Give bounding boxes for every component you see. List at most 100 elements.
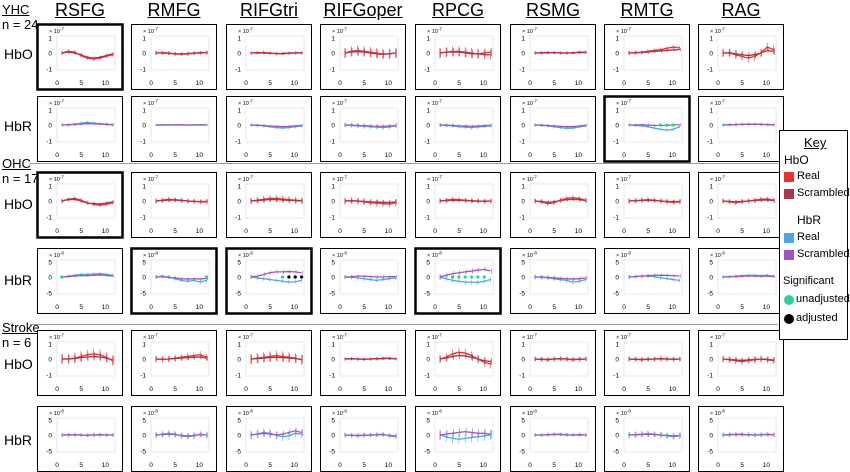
y-tick-label: 1	[142, 184, 146, 191]
x-tick-label: 5	[552, 228, 556, 235]
swatch-hbo-scrambled	[784, 189, 794, 199]
y-tick-label: 1	[521, 184, 525, 191]
y-tick-label: -1	[613, 139, 619, 146]
y-tick-label: 1	[615, 342, 619, 349]
y-tick-label: 0	[142, 275, 146, 282]
x-tick-label: 0	[149, 152, 153, 159]
x-tick-label: 0	[528, 228, 532, 235]
key-hbo-real-label: Real	[797, 170, 820, 182]
y-tick-label: -5	[46, 449, 52, 456]
y-tick-label: 0	[48, 433, 52, 440]
y-tick-label: 5	[237, 418, 241, 425]
y-tick-label: -5	[140, 449, 146, 456]
key-significant-heading: Significant	[783, 275, 834, 287]
x-tick-label: 5	[268, 462, 272, 469]
x-tick-label: 5	[173, 152, 177, 159]
x-tick-label: 0	[622, 462, 626, 469]
x-tick-label: 5	[646, 228, 650, 235]
y-tick-label: -1	[613, 215, 619, 222]
key-unadjusted-label: unadjusted	[796, 293, 850, 305]
x-tick-label: 0	[528, 462, 532, 469]
significance-marker-adjusted	[294, 275, 297, 278]
x-tick-label: 10	[575, 152, 583, 159]
key-hbr-heading: HbR	[797, 213, 821, 227]
x-tick-label: 0	[433, 304, 437, 311]
y-tick-label: 5	[521, 260, 525, 267]
y-tick-label: 0	[48, 123, 52, 130]
x-tick-label: 5	[457, 152, 461, 159]
y-tick-label: -5	[519, 449, 525, 456]
x-tick-label: 5	[173, 304, 177, 311]
y-tick-label: 1	[426, 36, 430, 43]
x-tick-label: 0	[622, 386, 626, 393]
x-tick-label: 10	[291, 152, 299, 159]
y-tick-label: 1	[521, 108, 525, 115]
x-tick-label: 0	[528, 80, 532, 87]
x-tick-label: 5	[362, 80, 366, 87]
y-tick-label: -1	[235, 139, 241, 146]
row-label: HbO	[4, 356, 33, 372]
x-tick-label: 0	[716, 228, 720, 235]
x-tick-label: 10	[385, 304, 393, 311]
x-tick-label: 5	[79, 80, 83, 87]
x-tick-label: 10	[763, 462, 771, 469]
significance-marker-unadjusted	[60, 275, 63, 278]
x-tick-label: 5	[268, 80, 272, 87]
column-header-rpcg: RPCG	[412, 0, 504, 21]
y-tick-label: 5	[142, 260, 146, 267]
y-tick-label: 5	[426, 418, 430, 425]
significance-marker-unadjusted	[470, 275, 473, 278]
y-tick-label: 1	[142, 36, 146, 43]
y-tick-label: 1	[426, 342, 430, 349]
x-tick-label: 0	[528, 304, 532, 311]
x-tick-label: 0	[716, 304, 720, 311]
x-tick-label: 10	[575, 462, 583, 469]
y-tick-label: 0	[709, 199, 713, 206]
y-tick-label: 0	[426, 123, 430, 130]
significance-marker-unadjusted	[457, 275, 460, 278]
y-tick-label: -5	[613, 449, 619, 456]
x-tick-label: 0	[716, 80, 720, 87]
x-tick-label: 10	[385, 152, 393, 159]
x-tick-label: 5	[268, 228, 272, 235]
y-tick-label: -1	[46, 373, 52, 380]
x-tick-label: 10	[480, 228, 488, 235]
x-tick-label: 5	[457, 80, 461, 87]
row-label: HbO	[4, 46, 33, 62]
x-tick-label: 10	[763, 386, 771, 393]
column-header-rifgtri: RIFGtri	[223, 0, 315, 21]
y-tick-label: 0	[331, 199, 335, 206]
x-tick-label: 10	[196, 228, 204, 235]
y-tick-label: 1	[521, 342, 525, 349]
x-tick-label: 0	[55, 386, 59, 393]
row-label: HbR	[4, 272, 32, 288]
x-tick-label: 10	[102, 462, 110, 469]
y-tick-label: 1	[521, 36, 525, 43]
x-tick-label: 0	[716, 386, 720, 393]
significance-marker-adjusted	[300, 275, 303, 278]
dot-unadjusted	[784, 295, 794, 305]
y-tick-label: 0	[237, 123, 241, 130]
x-tick-label: 0	[528, 152, 532, 159]
x-tick-label: 0	[55, 462, 59, 469]
y-tick-label: -5	[424, 449, 430, 456]
group-n: n = 24	[2, 17, 39, 32]
y-tick-label: 1	[709, 342, 713, 349]
y-tick-label: -1	[329, 67, 335, 74]
y-tick-label: -1	[46, 139, 52, 146]
y-tick-label: -1	[707, 215, 713, 222]
y-tick-label: 1	[331, 342, 335, 349]
key-adjusted-label: adjusted	[796, 312, 838, 324]
y-tick-label: -1	[424, 139, 430, 146]
